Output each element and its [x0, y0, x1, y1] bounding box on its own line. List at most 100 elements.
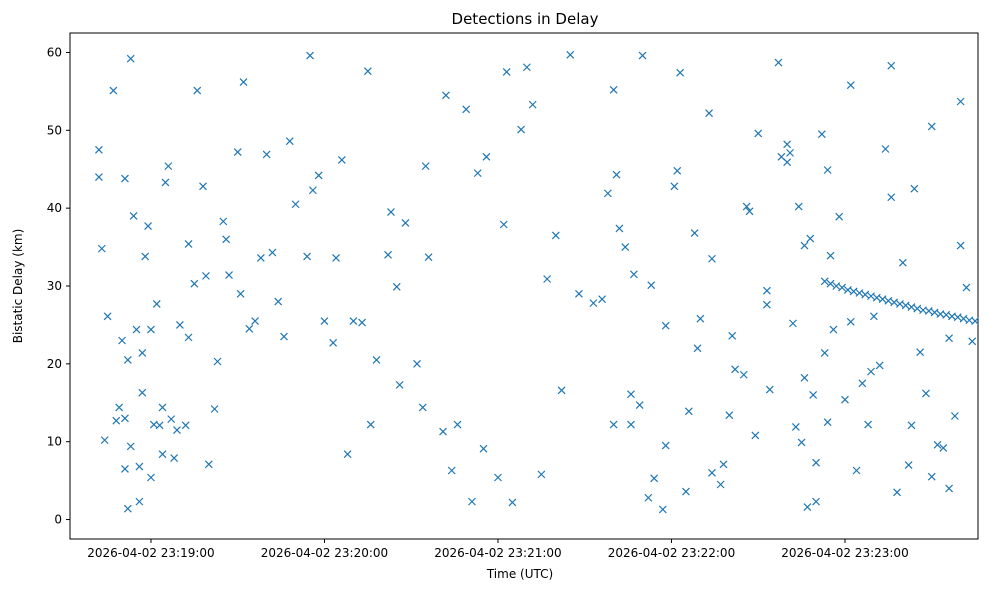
- scatter-point: [308, 186, 317, 195]
- scatter-point: [950, 412, 959, 420]
- scatter-point: [181, 421, 190, 430]
- scatter-point: [615, 224, 624, 233]
- scatter-point: [783, 140, 792, 149]
- plot-frame: [69, 32, 979, 540]
- scatter-point: [138, 388, 147, 397]
- scatter-point: [676, 68, 685, 77]
- x-tick-label: 2026-04-02 23:21:00: [434, 546, 561, 560]
- scatter-point: [441, 91, 450, 100]
- scatter-point: [256, 254, 265, 262]
- scatter-point: [910, 184, 919, 193]
- scatter-point: [245, 324, 254, 333]
- scatter-point: [421, 162, 430, 171]
- scatter-point: [147, 325, 155, 334]
- scatter-point: [838, 283, 847, 292]
- scatter-point: [332, 254, 340, 262]
- scatter-point: [774, 58, 783, 67]
- scatter-point: [684, 407, 693, 416]
- scatter-point: [109, 86, 118, 95]
- scatter-point: [945, 484, 954, 493]
- scatter-point: [537, 470, 546, 479]
- scatter-point: [803, 503, 812, 512]
- scatter-point: [517, 125, 526, 134]
- scatter-point: [387, 208, 395, 216]
- scatter-point: [731, 365, 740, 374]
- scatter-point: [337, 155, 346, 164]
- scatter-point: [661, 441, 670, 450]
- scatter-point: [306, 51, 314, 60]
- x-axis-ticks: 2026-04-02 23:19:00 2026-04-02 23:20:00 20…: [87, 539, 909, 560]
- scatter-point: [612, 170, 621, 179]
- scatter-point: [907, 421, 916, 430]
- scatter-point: [314, 171, 323, 180]
- scatter-point: [473, 169, 482, 178]
- scatter-point: [719, 460, 728, 469]
- scatter-point: [170, 454, 179, 462]
- scatter-point: [867, 367, 875, 376]
- scatter-point: [566, 50, 575, 59]
- scatter-point: [841, 395, 849, 404]
- scatter-point: [872, 293, 881, 302]
- scatter-point: [100, 436, 109, 445]
- scatter-point: [716, 480, 725, 489]
- scatter-point: [927, 122, 936, 131]
- scatter-point: [589, 299, 598, 308]
- scatter-point: [693, 344, 702, 353]
- scatter-point: [598, 295, 607, 304]
- scatter-point: [103, 312, 112, 321]
- scatter-point: [927, 472, 936, 481]
- scatter-point: [800, 373, 809, 382]
- scatter-point: [141, 252, 150, 261]
- scatter-point: [94, 145, 103, 154]
- scatter-point: [869, 312, 878, 321]
- scatter-point: [650, 474, 659, 483]
- scatter-point: [97, 244, 106, 253]
- scatter-point: [190, 279, 199, 288]
- scatter-point: [945, 334, 954, 343]
- scatter-point: [890, 298, 899, 307]
- scatter-point: [708, 468, 716, 477]
- scatter-point: [916, 348, 925, 357]
- scatter-point: [262, 150, 271, 159]
- scatter-point: [971, 317, 980, 325]
- scatter-point: [401, 219, 410, 227]
- scatter-point: [809, 391, 818, 399]
- scatter-point: [494, 473, 502, 482]
- scatter-point: [670, 182, 679, 191]
- scatter-point: [893, 488, 901, 497]
- scatter-point: [280, 332, 288, 341]
- scatter-point: [968, 337, 977, 346]
- y-axis-ticks: 0 10 20 30 40 50 60: [47, 45, 70, 527]
- scatter-point: [126, 54, 135, 63]
- scatter-point: [953, 313, 962, 322]
- scatter-point: [236, 289, 245, 298]
- scatter-point: [627, 390, 635, 399]
- scatter-point: [682, 487, 690, 496]
- scatter-point: [222, 235, 231, 244]
- scatter-point: [164, 162, 173, 171]
- scatter-point: [823, 418, 832, 427]
- scatter-point: [942, 310, 951, 319]
- scatter-point: [184, 333, 193, 342]
- scatter-point: [621, 243, 630, 252]
- scatter-point: [112, 416, 121, 425]
- scatter-point: [826, 251, 835, 260]
- scatter-point: [864, 420, 873, 429]
- scatter-point: [251, 317, 259, 325]
- scatter-point: [147, 473, 155, 482]
- scatter-point: [502, 67, 511, 76]
- scatter-point: [823, 166, 832, 174]
- scatter-point: [939, 443, 948, 452]
- scatter-point: [855, 289, 864, 297]
- scatter-point: [201, 271, 210, 280]
- x-tick-label: 2026-04-02 23:22:00: [608, 546, 735, 560]
- scatter-point: [751, 431, 760, 440]
- scatter-point: [887, 193, 896, 202]
- scatter-point: [372, 356, 381, 364]
- scatter-point: [846, 317, 855, 326]
- scatter-point: [754, 129, 763, 138]
- scatter-point: [320, 317, 329, 325]
- scatter-point: [94, 173, 103, 181]
- scatter-point: [329, 338, 338, 347]
